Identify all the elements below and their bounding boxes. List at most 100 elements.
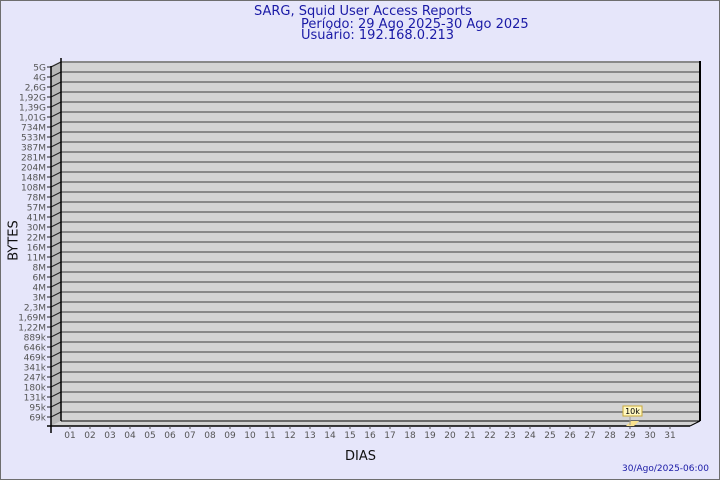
bar-day-29	[626, 421, 639, 426]
x-tick-label: 31	[664, 431, 675, 441]
gridline-side	[50, 361, 62, 368]
y-tick-label: 281M	[21, 154, 46, 164]
y-tick-label: 8M	[33, 264, 47, 274]
x-tick-label: 22	[484, 431, 495, 441]
x-tick-label: 05	[144, 431, 155, 441]
chart-title: SARG, Squid User Access Reports	[254, 4, 472, 19]
x-axis-label: DIAS	[345, 449, 376, 464]
x-tick-label: 14	[324, 431, 336, 441]
x-tick-label: 10	[244, 431, 256, 441]
y-tick-label: 16M	[27, 244, 46, 254]
gridline-side	[50, 161, 62, 168]
gridline-side	[50, 351, 62, 358]
x-tick-label: 07	[184, 431, 195, 441]
x-tick-label: 18	[404, 431, 416, 441]
gridline-side	[50, 201, 62, 208]
left-wall	[51, 61, 61, 426]
y-tick-label: 108M	[21, 184, 46, 194]
y-tick-label: 41M	[27, 214, 46, 224]
x-tick-label: 24	[524, 431, 536, 441]
x-tick-label: 16	[364, 431, 376, 441]
gridline-side	[50, 401, 62, 408]
y-tick-label: 4G	[33, 74, 46, 84]
x-tick-label: 04	[124, 431, 136, 441]
gridline-side	[50, 171, 62, 178]
x-tick-label: 01	[64, 431, 75, 441]
y-tick-label: 2,3M	[24, 304, 46, 314]
floor-right-edge	[689, 420, 701, 427]
y-tick-label: 204M	[21, 164, 46, 174]
gridline-side	[50, 121, 62, 128]
gridline-side	[50, 251, 62, 258]
gridline-side	[50, 221, 62, 228]
y-axis-label: BYTES	[6, 220, 22, 261]
gridline-side	[50, 71, 62, 78]
y-tick-label: 1,69M	[18, 314, 46, 324]
x-tick-label: 08	[204, 431, 216, 441]
gridline-side	[50, 311, 62, 318]
y-tick-label: 1,39G	[19, 104, 46, 114]
gridline-side	[50, 101, 62, 108]
y-tick-label: 3M	[33, 294, 47, 304]
data-label: 10k	[625, 407, 640, 416]
y-tick-label: 5G	[33, 64, 46, 74]
gridline-side	[50, 331, 62, 338]
y-tick-label: 131k	[24, 394, 47, 404]
y-tick-label: 148M	[21, 174, 46, 184]
y-tick-label: 734M	[21, 124, 46, 134]
gridline-side	[50, 91, 62, 98]
chart-user: Usuário: 192.168.0.213	[301, 28, 455, 43]
gridline-side	[50, 191, 62, 198]
x-tick-label: 12	[284, 431, 295, 441]
y-tick-label: 533M	[21, 134, 46, 144]
x-tick-label: 03	[104, 431, 115, 441]
gridline-side	[50, 321, 62, 328]
x-tick-label: 23	[504, 431, 515, 441]
y-tick-label: 30M	[27, 224, 46, 234]
y-tick-label: 78M	[27, 194, 46, 204]
y-tick-label: 2,6G	[25, 84, 46, 94]
data-label-box	[622, 405, 643, 417]
gridline-side	[50, 81, 62, 88]
gridline-side	[50, 181, 62, 188]
y-tick-label: 180k	[24, 384, 47, 394]
floor	[51, 421, 700, 426]
gridline-side	[50, 211, 62, 218]
y-tick-label: 646k	[24, 344, 47, 354]
timestamp: 30/Ago/2025-06:00	[622, 464, 709, 474]
x-tick-label: 09	[224, 431, 236, 441]
y-tick-label: 469k	[24, 354, 47, 364]
y-tick-label: 69k	[29, 414, 46, 424]
gridline-side	[50, 231, 62, 238]
x-tick-label: 17	[384, 431, 395, 441]
y-tick-label: 57M	[27, 204, 46, 214]
y-tick-label: 1,01G	[19, 114, 46, 124]
gridline-side	[50, 131, 62, 138]
x-tick-label: 30	[644, 431, 656, 441]
x-tick-label: 26	[564, 431, 576, 441]
x-tick-label: 25	[544, 431, 555, 441]
x-tick-label: 27	[584, 431, 595, 441]
y-tick-label: 1,92G	[19, 94, 46, 104]
x-tick-label: 11	[264, 431, 275, 441]
x-tick-label: 13	[304, 431, 315, 441]
x-tick-label: 19	[424, 431, 436, 441]
y-tick-label: 889k	[24, 334, 47, 344]
x-tick-label: 20	[444, 431, 456, 441]
y-tick-label: 341k	[24, 364, 47, 374]
y-tick-label: 95k	[29, 404, 46, 414]
y-tick-label: 6M	[33, 274, 47, 284]
gridline-side	[50, 241, 62, 248]
gridline-side	[50, 391, 62, 398]
x-tick-label: 28	[604, 431, 616, 441]
gridline-side	[50, 301, 62, 308]
gridline-side	[50, 371, 62, 378]
y-tick-label: 247k	[24, 374, 47, 384]
chart-period: Período: 29 Ago 2025-30 Ago 2025	[301, 17, 529, 32]
x-tick-label: 15	[344, 431, 355, 441]
gridline-side	[50, 281, 62, 288]
gridline-side	[50, 291, 62, 298]
gridline-side	[50, 111, 62, 118]
